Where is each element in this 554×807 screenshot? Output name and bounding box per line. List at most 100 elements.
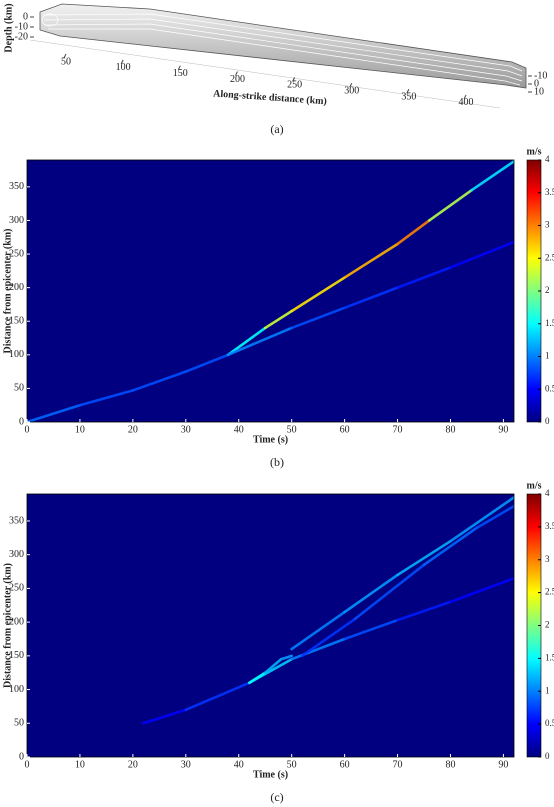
rupture-front <box>396 600 452 622</box>
plot-background <box>27 494 514 757</box>
x-tick-label: 60 <box>340 424 350 435</box>
x-tick-label: 70 <box>393 759 403 770</box>
colorbar-tick-label: 2.5 <box>545 252 554 262</box>
rupture-front <box>449 576 514 604</box>
x-tick-label: 40 <box>234 424 244 435</box>
x-tick-label: 50 <box>287 759 297 770</box>
x-tick <box>177 65 181 70</box>
rupture-front <box>300 617 357 658</box>
colorbar-tick-label: 0.5 <box>545 383 554 393</box>
y-tick-label: 200 <box>9 282 24 293</box>
colorbar-tick-label: 1 <box>545 685 550 695</box>
y-tick-label: 250 <box>9 583 24 594</box>
z-tick-label: 0 <box>23 11 28 22</box>
rupture-front <box>470 160 514 192</box>
colorbar-label: m/s <box>527 480 542 491</box>
x-tick-label: 300 <box>344 86 359 97</box>
y-tick-label: 100 <box>9 349 24 360</box>
colorbar-tick-label: 3.5 <box>545 187 554 197</box>
rupture-front <box>78 389 135 407</box>
x-axis-label: Time (s) <box>253 434 288 445</box>
caption: (b) <box>270 455 284 469</box>
x-tick-label: 100 <box>116 62 131 73</box>
y-tick-label: 10 <box>534 86 544 97</box>
x-tick-label: 350 <box>401 91 416 102</box>
colorbar-tick-label: 0.5 <box>545 718 554 728</box>
x-tick-label: 20 <box>128 424 138 435</box>
rupture-front <box>131 370 188 392</box>
x-tick-label: 30 <box>181 759 191 770</box>
rupture-front <box>290 276 346 313</box>
colorbar-label: m/s <box>527 146 542 157</box>
y-tick-label: 0 <box>534 78 539 89</box>
heatmap: 0 10 20 30 40 50 60 70 80 90050100150200250300350… <box>2 480 554 803</box>
x-tick-label: 70 <box>393 424 403 435</box>
y-tick-label: 250 <box>9 248 24 259</box>
colorbar-tick-label: 0 <box>545 416 550 426</box>
plot-frame <box>26 493 515 758</box>
x-tick <box>292 77 296 82</box>
rupture-front <box>475 504 514 530</box>
colorbar-tick-label: 2 <box>545 285 550 295</box>
rupture-front <box>263 309 293 330</box>
z-tick-label: -20 <box>15 31 28 42</box>
x-tick-label: 150 <box>173 68 188 79</box>
x-tick <box>120 59 124 65</box>
rupture-front <box>226 326 293 357</box>
colorbar-tick-label: 1.5 <box>545 318 554 328</box>
x-tick <box>349 83 353 88</box>
x-axis-label: Along-strike distance (km) <box>213 88 327 107</box>
colorbar-tick-label: 3.5 <box>545 521 554 531</box>
x-tick-label: 60 <box>340 759 350 770</box>
rupture-front <box>396 219 431 246</box>
traces <box>142 496 514 725</box>
colorbar-tick-label: 4 <box>545 488 550 498</box>
x-axis-label: Time (s) <box>253 769 288 780</box>
y-tick-label: 300 <box>9 215 24 226</box>
rupture-front <box>290 610 346 651</box>
x-tick-label: 80 <box>445 424 455 435</box>
x-tick <box>463 94 467 100</box>
fault-surface <box>29 3 527 109</box>
rupture-front <box>428 188 473 222</box>
x-tick <box>235 71 238 76</box>
rupture-front <box>290 637 346 661</box>
x-tick-label: 50 <box>61 56 71 67</box>
colorbar-tick-label: 4 <box>545 154 550 164</box>
colorbar-tick-label: 1.5 <box>545 652 554 662</box>
rupture-front <box>396 266 452 289</box>
rupture-front <box>226 326 267 357</box>
traces <box>27 160 514 422</box>
x-tick-label: 40 <box>234 759 244 770</box>
x-tick-label: 10 <box>75 759 85 770</box>
x-tick-label: 0 <box>25 424 30 435</box>
rupture-front <box>353 563 426 621</box>
colorbar-tick-label: 2 <box>545 620 550 630</box>
rupture-front <box>263 657 283 675</box>
heatmap: 0 10 20 30 40 50 60 70 80 90050100150200250300350… <box>2 146 554 468</box>
x-tick-label: 90 <box>498 424 508 435</box>
x-tick <box>406 88 410 94</box>
rupture-front <box>248 671 267 685</box>
y-axis-label: Distance from epicenter (km) <box>2 563 13 688</box>
y-tick-label: 300 <box>9 549 24 560</box>
plot-frame <box>26 159 515 423</box>
rupture-front <box>343 618 399 641</box>
colorbar-tick-label: 3 <box>545 220 550 230</box>
y-tick-label: 350 <box>9 181 24 192</box>
x-tick <box>63 53 67 59</box>
x-tick-label: 10 <box>75 424 85 435</box>
rupture-front <box>142 708 188 725</box>
x-tick-label: 50 <box>287 424 297 435</box>
x-tick-label: 250 <box>287 80 302 91</box>
colorbar-tick-label: 3 <box>545 554 550 564</box>
rupture-front <box>449 496 514 543</box>
x-tick-label: 90 <box>498 759 508 770</box>
rupture-front <box>184 353 230 373</box>
colorbar-tick-label: 1 <box>545 351 550 361</box>
y-axis-label: Distance from epicenter (km) <box>2 229 13 354</box>
rupture-front <box>422 526 479 567</box>
x-tick-label: 400 <box>459 97 474 108</box>
